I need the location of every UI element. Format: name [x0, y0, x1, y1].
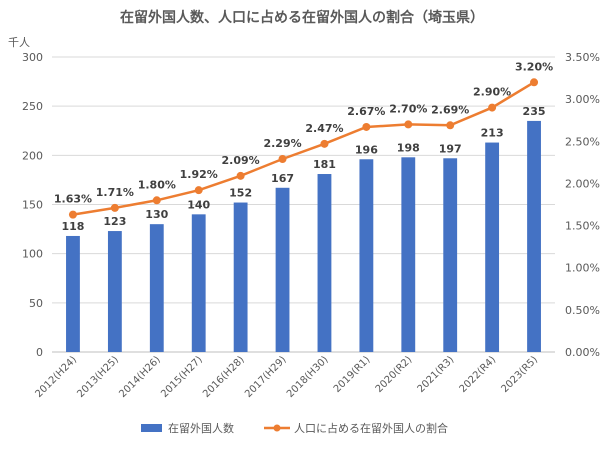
y-tick-label: 200 — [22, 149, 43, 162]
bar-value-label: 198 — [397, 141, 420, 154]
bar — [191, 214, 206, 352]
bar-value-label: 197 — [439, 142, 462, 155]
bar-value-label: 181 — [313, 158, 336, 171]
x-tick-label: 2012(H24) — [33, 354, 79, 400]
x-tick-label: 2017(H29) — [243, 354, 289, 400]
bar-value-label: 167 — [271, 172, 294, 185]
line-point — [362, 122, 371, 131]
line-point — [446, 121, 455, 130]
line-point — [530, 78, 539, 87]
line-value-label: 1.92% — [180, 168, 218, 181]
line-point — [236, 171, 245, 180]
bar — [527, 120, 541, 353]
bar-value-label: 123 — [103, 215, 126, 228]
legend-swatch-bar — [141, 424, 162, 432]
line-point — [320, 139, 329, 148]
y-axis-ticks: 0 50 100 150 200 250 300 — [22, 51, 43, 359]
x-tick-label: 2015(H27) — [159, 354, 205, 400]
bar — [317, 174, 332, 352]
line-value-label: 2.90% — [473, 86, 511, 99]
x-tick-label: 2021(R3) — [416, 354, 457, 395]
x-tick-label: 2019(R1) — [332, 354, 373, 395]
y2-tick-label: 3.00% — [565, 93, 600, 106]
line-series — [68, 78, 539, 219]
x-tick-label: 2023(R5) — [499, 354, 540, 395]
x-axis-ticks: 2012(H24)2013(H25)2014(H26)2015(H27)2016… — [33, 354, 540, 400]
line-data-labels: 1.63% 1.71% 1.80% 1.92% 2.09%2.29% 2.47% 2.67%… — [54, 60, 553, 205]
line-point — [152, 196, 161, 205]
legend-label-bar: 在留外国人数 — [168, 422, 234, 435]
y2-tick-label: 1.50% — [565, 220, 600, 233]
bar-value-label: 235 — [523, 105, 546, 118]
x-tick-label: 2013(H25) — [75, 354, 121, 400]
line-point — [68, 210, 77, 219]
line-value-label: 1.80% — [138, 178, 176, 191]
line-point — [278, 154, 287, 163]
line-value-label: 2.09% — [222, 154, 260, 167]
line-point — [110, 203, 119, 212]
line-value-label: 2.69% — [431, 103, 469, 116]
y-tick-label: 100 — [22, 248, 43, 261]
legend-label-line: 人口に占める在留外国人の割合 — [294, 421, 448, 435]
bar-value-label: 118 — [61, 220, 84, 233]
x-tick-label: 2014(H26) — [117, 354, 163, 400]
y2-tick-label: 2.00% — [565, 177, 600, 190]
y2-tick-label: 0.50% — [565, 304, 600, 317]
y-tick-label: 50 — [29, 297, 43, 310]
y2-tick-label: 3.50% — [565, 51, 600, 64]
line-value-label: 1.71% — [96, 186, 134, 199]
line-path — [72, 81, 535, 216]
line-value-label: 1.63% — [54, 193, 92, 206]
legend-swatch-marker — [273, 424, 281, 432]
bar — [233, 202, 248, 352]
bar — [443, 158, 458, 352]
x-tick-label: 2018(H30) — [285, 354, 331, 400]
y2-tick-label: 0.00% — [565, 346, 600, 359]
bar — [107, 231, 122, 352]
bar — [66, 235, 80, 352]
y2-axis-ticks: 0.00% 0.50% 1.00% 1.50% 2.00% 2.50% 3.00% 3.50% — [565, 51, 600, 359]
legend: 在留外国人数 人口に占める在留外国人の割合 — [141, 421, 448, 435]
line-point — [404, 120, 413, 129]
y2-tick-label: 2.50% — [565, 135, 600, 148]
bar-value-label: 130 — [145, 208, 168, 221]
bar — [149, 224, 164, 352]
line-point — [488, 103, 497, 112]
bar-value-label: 140 — [187, 198, 210, 211]
line-value-label: 2.70% — [389, 102, 427, 115]
x-tick-label: 2022(R4) — [458, 354, 499, 395]
line-value-label: 2.67% — [347, 105, 385, 118]
bar — [401, 157, 416, 352]
y-axis-unit: 千人 — [8, 36, 30, 49]
bar-value-label: 196 — [355, 143, 378, 156]
bar — [485, 142, 500, 352]
bar-data-labels: 118 123 130 140 152 167 181 196 198 197 213 235 — [61, 105, 545, 233]
y-tick-label: 250 — [22, 100, 43, 113]
y-tick-label: 300 — [22, 51, 43, 64]
line-value-label: 3.20% — [515, 60, 553, 73]
line-value-label: 2.47% — [305, 122, 343, 135]
line-point — [194, 186, 203, 195]
bar — [359, 159, 374, 352]
line-value-label: 2.29% — [263, 137, 301, 150]
bar-value-label: 152 — [229, 187, 252, 200]
y2-tick-label: 1.00% — [565, 262, 600, 275]
y-tick-label: 150 — [22, 199, 43, 212]
x-tick-label: 2016(H28) — [201, 354, 247, 400]
bar-value-label: 213 — [481, 127, 504, 140]
bar — [275, 187, 290, 352]
bar-series — [66, 120, 541, 353]
y-tick-label: 0 — [36, 346, 43, 359]
x-tick-label: 2020(R2) — [374, 354, 415, 395]
chart-title: 在留外国人数、人口に占める在留外国人の割合（埼玉県） — [120, 9, 484, 26]
